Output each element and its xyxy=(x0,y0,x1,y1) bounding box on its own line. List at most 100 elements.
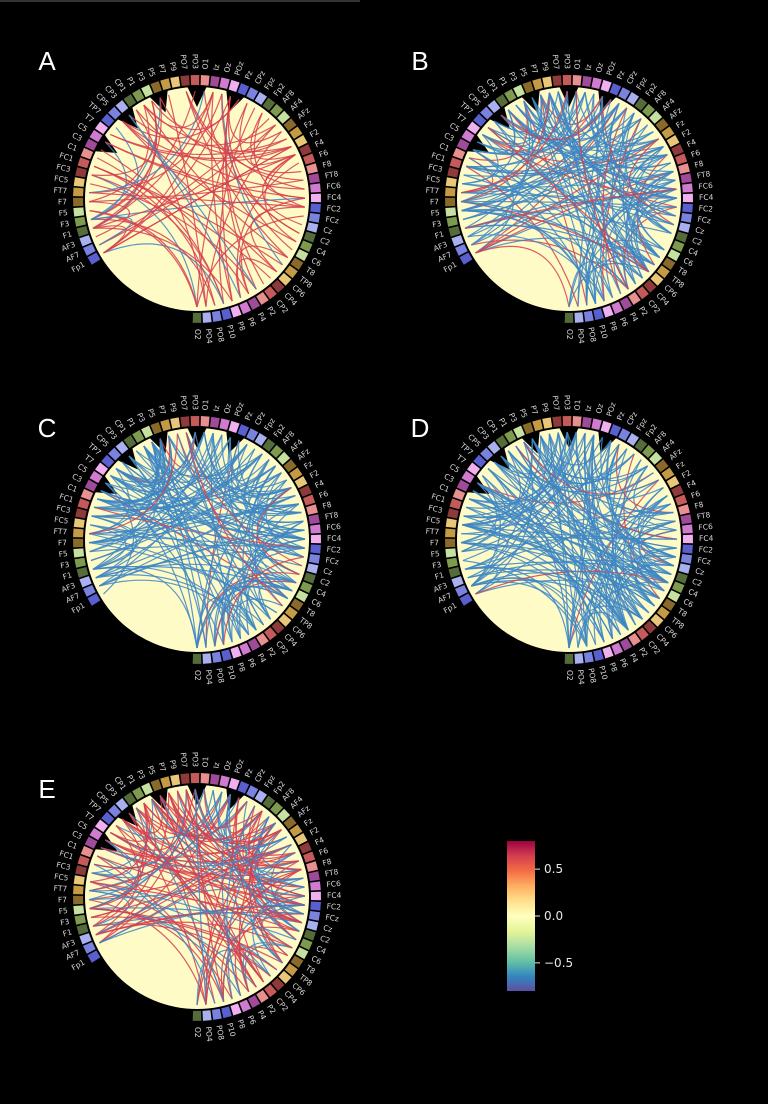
negative-link xyxy=(94,432,205,509)
electrode-label: FC2 xyxy=(326,204,341,214)
positive-link xyxy=(239,245,288,295)
electrode-ring: Fp1AF7AF3F1F3F5F7FT7FC5FC3FC1C1C3C5T7TP7… xyxy=(425,54,713,345)
electrode-label: F5 xyxy=(430,549,440,559)
electrode-node xyxy=(656,265,670,279)
positive-link xyxy=(507,94,546,140)
electrode-label: P8 xyxy=(236,661,248,673)
electrode-node xyxy=(73,548,85,558)
electrode-node xyxy=(190,773,200,784)
electrode-label: FC1 xyxy=(430,492,447,505)
electrode-label: FCz xyxy=(325,555,340,566)
positive-link xyxy=(238,829,282,992)
electrode-label: FCz xyxy=(325,214,340,225)
negative-link xyxy=(90,216,133,246)
electrode-node xyxy=(467,121,480,135)
electrode-node xyxy=(74,557,86,568)
positive-link xyxy=(90,802,149,883)
electrode-label: P1 xyxy=(497,416,510,429)
electrode-node xyxy=(200,75,210,86)
positive-link xyxy=(93,165,216,306)
electrode-label: P10 xyxy=(597,324,609,340)
electrode-label: F7 xyxy=(430,538,440,547)
electrode-label: FC4 xyxy=(327,193,342,202)
positive-link xyxy=(135,807,276,840)
panel-letter: B xyxy=(411,46,428,76)
electrode-node xyxy=(79,576,92,588)
electrode-node xyxy=(306,504,318,515)
electrode-node xyxy=(284,963,298,977)
electrode-node xyxy=(582,75,592,87)
negative-link xyxy=(470,433,550,587)
electrode-node xyxy=(283,816,297,830)
electrode-label: P9 xyxy=(540,61,551,72)
negative-link xyxy=(468,157,597,304)
electrode-label: FC6 xyxy=(698,181,713,191)
electrode-label: F5 xyxy=(430,208,440,218)
electrode-node xyxy=(76,567,89,578)
negative-link xyxy=(95,443,248,579)
electrode-label: C3 xyxy=(71,131,84,144)
electrode-node xyxy=(600,420,612,433)
positive-link xyxy=(121,818,303,924)
electrode-label: F7 xyxy=(58,538,68,547)
electrode-node xyxy=(650,272,664,286)
negative-link xyxy=(221,93,283,266)
electrode-node xyxy=(262,97,276,111)
electrode-node xyxy=(211,1008,222,1020)
positive-link xyxy=(92,100,158,229)
notch xyxy=(186,85,208,107)
electrode-node xyxy=(634,438,648,452)
electrode-label: C3 xyxy=(71,829,84,842)
electrode-node xyxy=(562,75,572,86)
positive-link xyxy=(103,146,292,254)
positive-link xyxy=(93,165,283,266)
electrode-label: PO4 xyxy=(204,1026,214,1042)
negative-link xyxy=(221,604,265,645)
electrode-label: P4 xyxy=(256,311,268,324)
electrode-node xyxy=(310,203,321,213)
negative-link xyxy=(493,461,665,592)
electrode-node xyxy=(445,548,457,558)
negative-link xyxy=(462,124,648,221)
electrode-label: P10 xyxy=(597,665,609,681)
electrode-node xyxy=(666,476,680,489)
positive-link xyxy=(92,227,233,302)
electrode-node xyxy=(202,653,212,664)
notch xyxy=(226,88,246,113)
electrode-node xyxy=(89,129,103,143)
electrode-node xyxy=(593,649,604,662)
electrode-label: PO3 xyxy=(191,752,200,768)
positive-link xyxy=(222,96,233,302)
electrode-node xyxy=(123,435,137,449)
electrode-label: PO3 xyxy=(563,54,572,70)
electrode-node xyxy=(150,81,162,94)
electrode-label: Iz xyxy=(583,405,593,412)
negative-link xyxy=(531,438,643,620)
positive-link xyxy=(143,800,248,837)
electrode-node xyxy=(611,642,623,656)
negative-link xyxy=(540,94,637,285)
negative-link xyxy=(523,100,675,226)
electrode-node xyxy=(237,83,250,96)
electrode-node xyxy=(619,638,633,651)
electrode-node xyxy=(284,265,298,279)
electrode-label: P3 xyxy=(135,70,147,82)
negative-link xyxy=(467,234,605,302)
electrode-label: F7 xyxy=(430,197,440,206)
positive-link xyxy=(185,432,283,607)
electrode-node xyxy=(299,842,312,854)
electrode-node xyxy=(619,297,633,310)
negative-link xyxy=(462,432,586,526)
notch xyxy=(116,105,138,129)
electrode-label: F4 xyxy=(313,137,325,149)
notch xyxy=(226,786,246,811)
negative-link xyxy=(482,475,605,643)
electrode-label: PO7 xyxy=(551,395,561,411)
electrode-node xyxy=(600,79,612,92)
panel-letter: C xyxy=(38,413,57,443)
electrode-node xyxy=(160,419,171,432)
negative-link xyxy=(217,791,263,842)
electrode-node xyxy=(675,494,688,506)
positive-link xyxy=(93,802,156,869)
positive-link xyxy=(223,556,304,645)
